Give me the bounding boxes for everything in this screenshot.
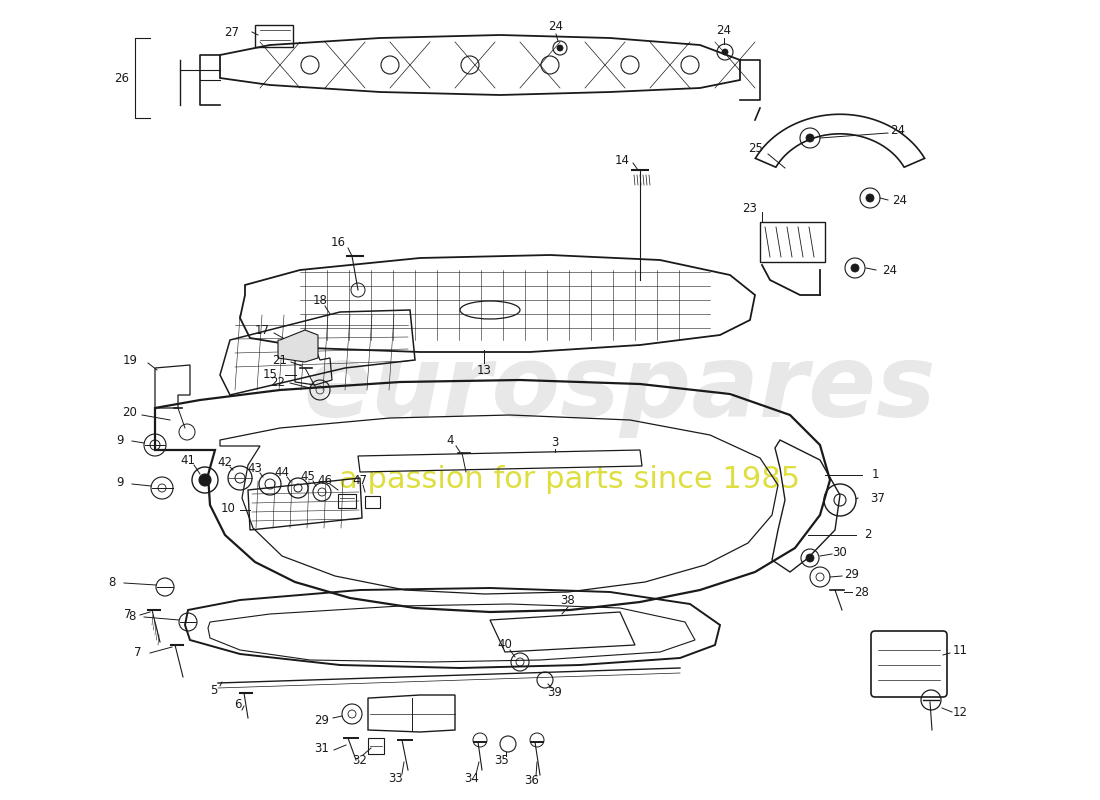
Text: 42: 42 [218, 455, 232, 469]
Text: 40: 40 [497, 638, 513, 651]
Text: 18: 18 [312, 294, 328, 306]
Text: 43: 43 [248, 462, 263, 474]
Text: 24: 24 [892, 194, 907, 206]
Text: 22: 22 [271, 375, 286, 389]
Text: 24: 24 [549, 21, 563, 34]
Text: 4: 4 [447, 434, 453, 446]
Circle shape [851, 264, 859, 272]
Text: 20: 20 [122, 406, 138, 418]
Text: 25: 25 [749, 142, 763, 154]
Text: 27: 27 [224, 26, 240, 38]
Text: eurospares: eurospares [304, 342, 936, 438]
Text: 17: 17 [254, 323, 270, 337]
Text: 32: 32 [353, 754, 367, 766]
Text: 13: 13 [476, 363, 492, 377]
Text: 19: 19 [122, 354, 138, 366]
Bar [365, 496, 380, 508]
Text: 23: 23 [742, 202, 758, 214]
Text: 12: 12 [953, 706, 968, 718]
Text: 36: 36 [525, 774, 539, 786]
Circle shape [722, 49, 728, 55]
Text: 33: 33 [388, 771, 404, 785]
Text: 1: 1 [871, 469, 879, 482]
Text: 3: 3 [551, 437, 559, 450]
Text: 7: 7 [134, 646, 142, 658]
Text: 38: 38 [561, 594, 575, 606]
Text: 14: 14 [615, 154, 629, 166]
Text: 9: 9 [117, 477, 123, 490]
Text: a passion for parts since 1985: a passion for parts since 1985 [340, 466, 801, 494]
Bar [368, 738, 384, 754]
Text: 21: 21 [273, 354, 287, 366]
Text: 39: 39 [548, 686, 562, 698]
Text: 24: 24 [891, 123, 905, 137]
Text: 46: 46 [318, 474, 332, 486]
Circle shape [557, 45, 563, 51]
Text: 24: 24 [716, 23, 732, 37]
Text: 5: 5 [210, 683, 218, 697]
Text: 11: 11 [953, 643, 968, 657]
Text: 15: 15 [263, 369, 277, 382]
Text: 24: 24 [882, 263, 898, 277]
Text: 35: 35 [495, 754, 509, 766]
Text: 10: 10 [221, 502, 235, 514]
Text: 8: 8 [108, 575, 115, 589]
Text: 47: 47 [352, 474, 367, 486]
Text: 30: 30 [833, 546, 847, 559]
Text: 41: 41 [180, 454, 196, 466]
Text: 45: 45 [300, 470, 316, 483]
Text: 6: 6 [234, 698, 242, 711]
Text: 31: 31 [315, 742, 329, 754]
Bar [255, 25, 293, 47]
Text: 29: 29 [845, 569, 859, 582]
Text: 29: 29 [315, 714, 330, 726]
Polygon shape [278, 330, 318, 362]
Text: 9: 9 [117, 434, 123, 446]
Text: 44: 44 [275, 466, 289, 479]
Circle shape [806, 134, 814, 142]
Text: 34: 34 [464, 771, 480, 785]
Circle shape [806, 554, 814, 562]
Text: 16: 16 [330, 235, 345, 249]
Text: 37: 37 [870, 491, 886, 505]
Text: 7: 7 [124, 607, 132, 621]
Circle shape [866, 194, 874, 202]
Bar [338, 494, 356, 508]
Text: 26: 26 [114, 71, 130, 85]
Bar [760, 222, 825, 262]
Circle shape [199, 474, 211, 486]
Text: 8: 8 [129, 610, 135, 622]
Text: 2: 2 [865, 529, 871, 542]
Text: 28: 28 [855, 586, 869, 598]
